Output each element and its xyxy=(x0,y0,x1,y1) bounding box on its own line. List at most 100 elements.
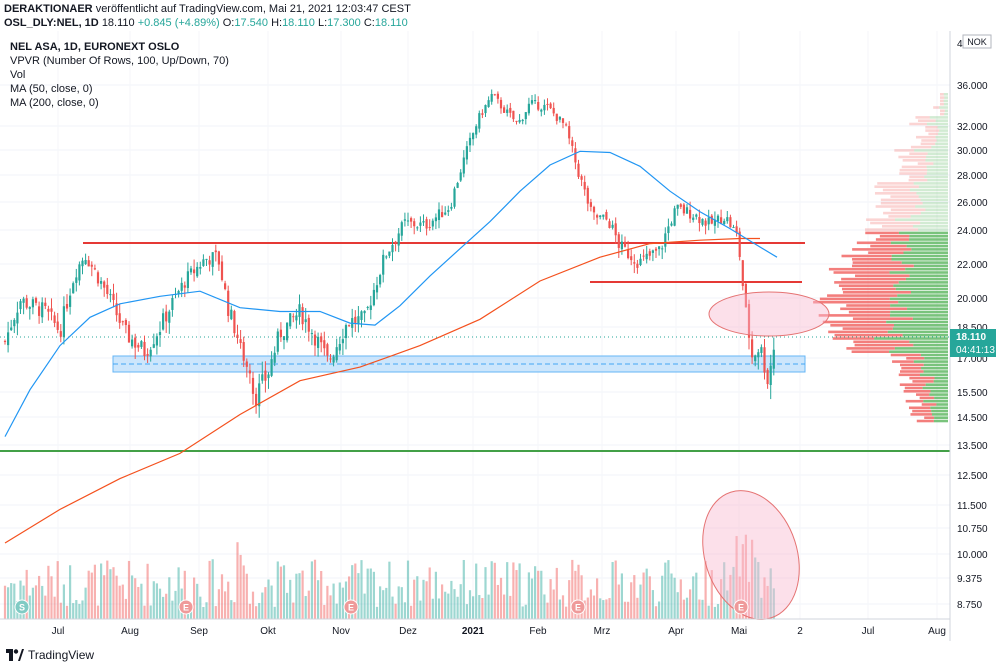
profile-bar-down xyxy=(912,409,932,413)
current-price-tag: 18.110 xyxy=(956,332,986,343)
candle-body xyxy=(568,126,571,139)
profile-bar-up xyxy=(913,182,948,185)
candle-body xyxy=(112,293,115,301)
candle-body xyxy=(456,183,459,188)
candle-body xyxy=(298,304,301,317)
profile-bar-down xyxy=(916,393,930,396)
volume-bar xyxy=(751,539,754,619)
symbol-label[interactable]: OSL_DLY:NEL, 1D xyxy=(4,17,99,29)
profile-bar-up xyxy=(924,175,948,179)
profile-bar-up xyxy=(895,287,948,291)
candle-body xyxy=(140,341,143,347)
candle-body xyxy=(478,113,481,129)
current-price-tag-bg xyxy=(950,329,996,357)
candle-body xyxy=(310,333,313,335)
volume-bar xyxy=(741,544,744,619)
volume-bar xyxy=(382,590,385,619)
legend-vpvr[interactable]: VPVR (Number Of Rows, 100, Up/Down, 70) xyxy=(10,55,229,67)
volume-bar xyxy=(509,595,512,619)
volume-bar xyxy=(428,567,431,619)
volume-bar xyxy=(555,567,558,619)
volume-bar xyxy=(558,599,561,619)
volume-bar xyxy=(332,583,335,619)
tradingview-logo[interactable]: TradingView xyxy=(6,648,94,662)
profile-bar-up xyxy=(920,373,948,377)
volume-bar xyxy=(56,561,59,619)
candle-body xyxy=(137,344,140,348)
volume-bar xyxy=(177,567,180,619)
volume-bar xyxy=(41,585,44,619)
candle-body xyxy=(685,207,689,214)
legend-title[interactable]: NEL ASA, 1D, EURONEXT OSLO xyxy=(10,41,180,53)
candle-body xyxy=(729,217,732,228)
profile-bar-up xyxy=(920,211,948,215)
currency-badge[interactable]: NOK xyxy=(967,37,987,47)
volume-bar xyxy=(84,587,87,619)
time-tick-label: Sep xyxy=(190,626,208,637)
profile-bar-up xyxy=(905,277,948,281)
publisher-name[interactable]: DERAKTIONAER xyxy=(4,3,93,15)
volume-bar xyxy=(499,577,503,619)
legend-ma200[interactable]: MA (200, close, 0) xyxy=(10,97,99,109)
volume-bar xyxy=(193,577,196,619)
profile-bar-down xyxy=(842,327,893,330)
volume-bar xyxy=(772,588,775,619)
price-chart[interactable]: S E E E E 36.000 32.000 30.000 28.000 26.000 24.0… xyxy=(0,31,1000,663)
volume-bar xyxy=(565,606,568,619)
volume-bar xyxy=(472,596,475,619)
candle-body xyxy=(555,113,558,121)
profile-bar-up xyxy=(937,126,948,129)
volume-bar xyxy=(282,565,286,619)
volume-bar xyxy=(642,572,645,619)
candle-body xyxy=(701,218,704,225)
time-axis[interactable]: Jul Aug Sep Okt Nov Dez 2021 Feb Mrz Apr Mai 2 Jul Au… xyxy=(52,626,946,637)
open-value: 17.540 xyxy=(234,17,268,29)
profile-bar-down xyxy=(851,350,890,353)
candle-body xyxy=(103,281,106,288)
price-axis[interactable]: 36.000 32.000 30.000 28.000 26.000 24.000 22.0… xyxy=(957,39,988,611)
candle-body xyxy=(279,329,282,338)
volume-bar xyxy=(292,602,295,619)
candle-body xyxy=(329,358,332,360)
legend-vol[interactable]: Vol xyxy=(10,69,26,81)
candle-body xyxy=(400,222,403,236)
candle-body xyxy=(769,365,772,385)
candle-body xyxy=(13,319,16,327)
candle-body xyxy=(335,347,338,361)
candle-body xyxy=(735,226,738,233)
profile-bar-up xyxy=(874,337,948,340)
candle-body xyxy=(723,220,726,225)
publisher-line: DERAKTIONAER veröffentlicht auf TradingV… xyxy=(4,3,411,15)
candle-body xyxy=(465,146,468,160)
event-marker-label: E xyxy=(348,603,354,613)
profile-bar-down xyxy=(818,314,890,317)
time-tick-label: Jul xyxy=(52,626,65,637)
profile-bar-up xyxy=(924,357,948,360)
volume-bar xyxy=(713,606,716,619)
legend-ma50[interactable]: MA (50, close, 0) xyxy=(10,83,93,95)
profile-bar-down xyxy=(874,192,917,195)
profile-bar-up xyxy=(891,258,948,261)
profile-bar-up xyxy=(944,96,948,99)
volume-bar xyxy=(658,601,661,619)
open-label: O: xyxy=(222,17,235,29)
profile-bar-down xyxy=(838,284,894,287)
candlestick-series xyxy=(3,89,775,418)
candle-body xyxy=(651,250,654,253)
candle-body xyxy=(620,241,623,250)
volume-bar xyxy=(59,602,62,619)
profile-bar-up xyxy=(939,129,948,132)
candle-body xyxy=(152,344,155,348)
volume-bar xyxy=(515,570,518,619)
volume-bar xyxy=(13,583,16,619)
profile-bar-up xyxy=(918,185,948,188)
profile-bar-down xyxy=(877,182,914,185)
profile-bar-up xyxy=(933,419,948,423)
profile-bar-down xyxy=(888,215,911,218)
high-label: H: xyxy=(271,17,283,29)
volume-bar xyxy=(503,594,506,619)
volume-bar xyxy=(351,565,354,619)
volume-bar xyxy=(375,606,379,619)
candle-body xyxy=(747,304,751,338)
profile-bar-down xyxy=(925,129,940,132)
